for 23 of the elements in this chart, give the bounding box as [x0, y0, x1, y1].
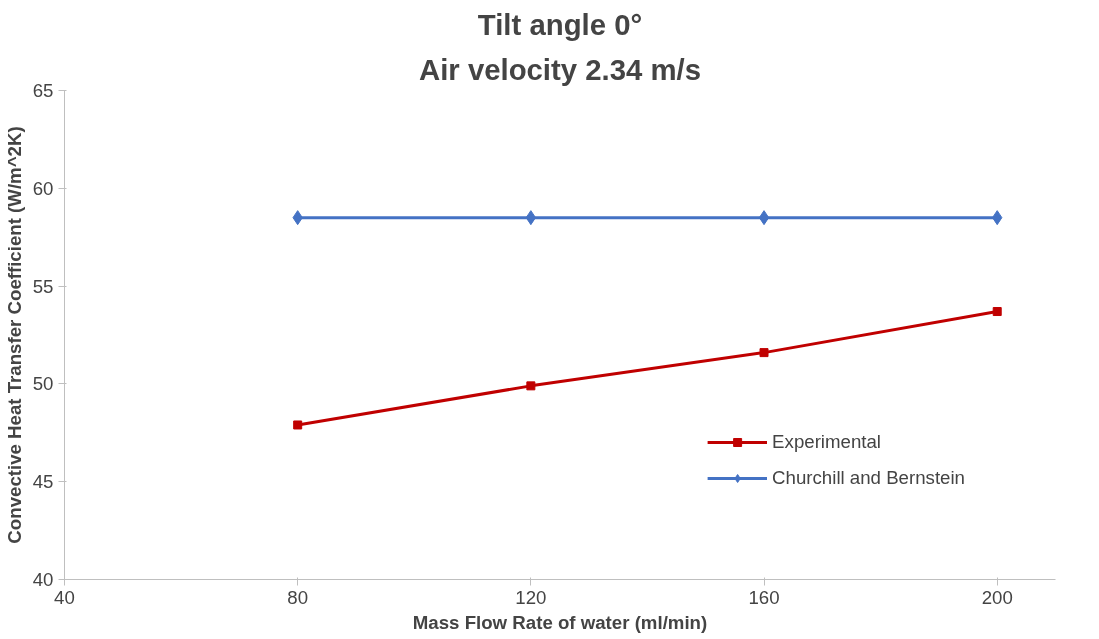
point [758, 210, 770, 226]
y-tick-label: 50 [32, 373, 54, 395]
x-tick-label: 160 [748, 586, 780, 608]
point [526, 381, 536, 391]
point [992, 307, 1002, 317]
point [525, 210, 537, 226]
y-tick-label: 60 [32, 177, 54, 199]
chart-title: Tilt angle 0° [477, 7, 643, 41]
x-axis-title: Mass Flow Rate of water (ml/min) [412, 611, 708, 633]
y-tick-label: 45 [32, 471, 54, 493]
legend-label: Churchill and Bernstein [772, 467, 965, 489]
y-tick-label: 55 [32, 275, 54, 297]
y-tick-label: 40 [32, 569, 54, 590]
x-tick-label: 40 [54, 586, 75, 608]
x-tick-label: 200 [981, 586, 1013, 608]
chart-subtitle: Air velocity 2.34 m/s [418, 52, 702, 86]
x-tick-label: 120 [515, 586, 547, 608]
legend-label: Experimental [772, 431, 881, 453]
y-axis-title: Convective Heat Transfer Coefficient (W/m^2K) [3, 126, 25, 544]
point [293, 420, 303, 430]
x-tick-label: 80 [287, 586, 309, 608]
point [759, 348, 769, 358]
y-tick-label: 65 [32, 80, 54, 101]
